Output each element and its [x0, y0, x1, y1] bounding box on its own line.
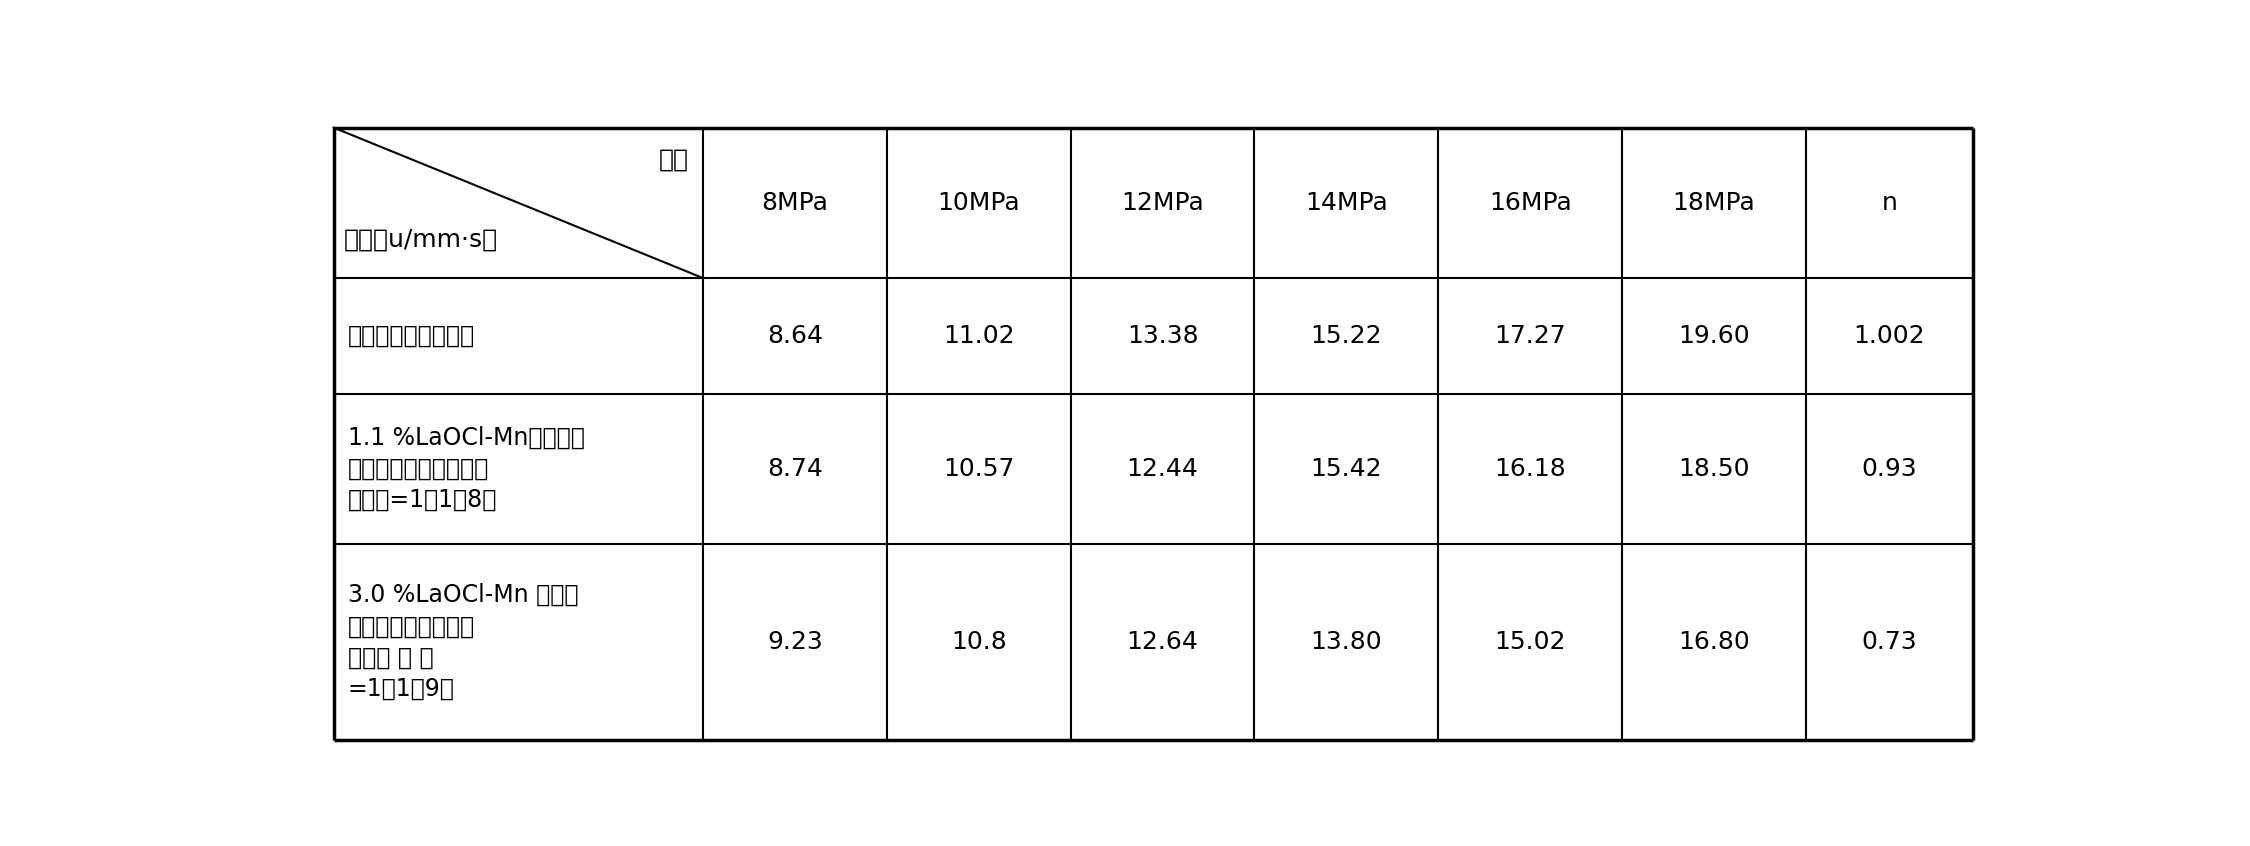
- Text: 8.74: 8.74: [767, 457, 824, 481]
- Text: 1.002: 1.002: [1854, 324, 1926, 348]
- Text: 18MPa: 18MPa: [1672, 191, 1755, 215]
- Text: 12MPa: 12MPa: [1120, 191, 1204, 215]
- Text: 19.60: 19.60: [1678, 324, 1750, 348]
- Text: 压强: 压强: [659, 147, 688, 171]
- Text: 15.42: 15.42: [1310, 457, 1382, 481]
- Text: 12.44: 12.44: [1127, 457, 1199, 481]
- Text: 10MPa: 10MPa: [938, 191, 1019, 215]
- Text: 10.8: 10.8: [952, 630, 1006, 654]
- Text: 0.93: 0.93: [1861, 457, 1917, 481]
- Text: 14MPa: 14MPa: [1305, 191, 1388, 215]
- Text: 16.80: 16.80: [1678, 630, 1750, 654]
- Text: 18.50: 18.50: [1678, 457, 1750, 481]
- Text: 燃速（u/mm·s）: 燃速（u/mm·s）: [344, 228, 497, 252]
- Text: 8.64: 8.64: [767, 324, 824, 348]
- Text: 9.23: 9.23: [767, 630, 824, 654]
- Text: 11.02: 11.02: [943, 324, 1015, 348]
- Text: 16MPa: 16MPa: [1490, 191, 1573, 215]
- Text: 12.64: 12.64: [1127, 630, 1199, 654]
- Text: 空白（没有厄化剑）: 空白（没有厄化剑）: [346, 324, 475, 348]
- Text: 0.73: 0.73: [1861, 630, 1917, 654]
- Text: 锄：硬 脂 酸: 锄：硬 脂 酸: [346, 645, 434, 669]
- Text: 10.57: 10.57: [943, 457, 1015, 481]
- Text: 3.0 %LaOCl-Mn 复合氧: 3.0 %LaOCl-Mn 复合氧: [346, 583, 578, 607]
- Text: 8MPa: 8MPa: [760, 191, 828, 215]
- Text: 17.27: 17.27: [1494, 324, 1566, 348]
- Text: 化物（硬酸鍡：氯化: 化物（硬酸鍡：氯化: [346, 614, 475, 638]
- Text: 13.38: 13.38: [1127, 324, 1199, 348]
- Text: n: n: [1881, 191, 1897, 215]
- Text: 13.80: 13.80: [1310, 630, 1382, 654]
- Text: 1.1 %LaOCl-Mn复合氧化: 1.1 %LaOCl-Mn复合氧化: [346, 426, 585, 449]
- Text: 16.18: 16.18: [1494, 457, 1566, 481]
- Text: =1：1：9）: =1：1：9）: [346, 677, 454, 700]
- Text: 15.02: 15.02: [1494, 630, 1566, 654]
- Text: 硬脂酸=1：1：8）: 硬脂酸=1：1：8）: [346, 488, 497, 512]
- Text: 物（硬酸鍡：氯化锄：: 物（硬酸鍡：氯化锄：: [346, 457, 488, 481]
- Text: 15.22: 15.22: [1310, 324, 1382, 348]
